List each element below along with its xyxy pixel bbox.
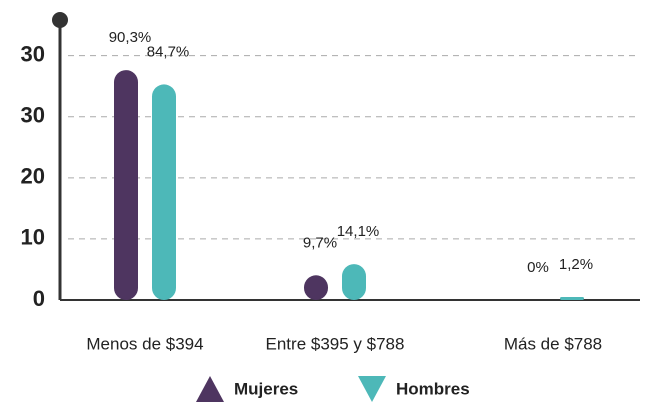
data-label: 1,2%	[559, 256, 593, 273]
data-label: 9,7%	[303, 234, 337, 251]
y-tick-label: 10	[21, 225, 45, 250]
axis-cap	[52, 12, 68, 28]
bar	[342, 264, 366, 300]
bar	[304, 275, 328, 300]
data-label: 14,1%	[337, 223, 380, 240]
x-tick-label: Menos de $394	[86, 334, 203, 353]
y-tick-label: 30	[21, 103, 45, 128]
legend-marker	[358, 376, 386, 402]
legend-label: Hombres	[396, 379, 470, 398]
bar	[560, 296, 584, 300]
bar	[152, 84, 176, 301]
y-tick-label: 30	[21, 41, 45, 66]
y-tick-label: 20	[21, 164, 45, 189]
data-label: 90,3%	[109, 29, 152, 46]
x-tick-label: Más de $788	[504, 334, 602, 353]
legend-label: Mujeres	[234, 379, 298, 398]
bar	[114, 70, 138, 301]
x-tick-label: Entre $395 y $788	[266, 334, 405, 353]
data-label: 84,7%	[147, 43, 190, 60]
data-label: 0%	[527, 259, 549, 276]
legend-marker	[196, 376, 224, 402]
y-tick-label: 0	[33, 286, 45, 311]
